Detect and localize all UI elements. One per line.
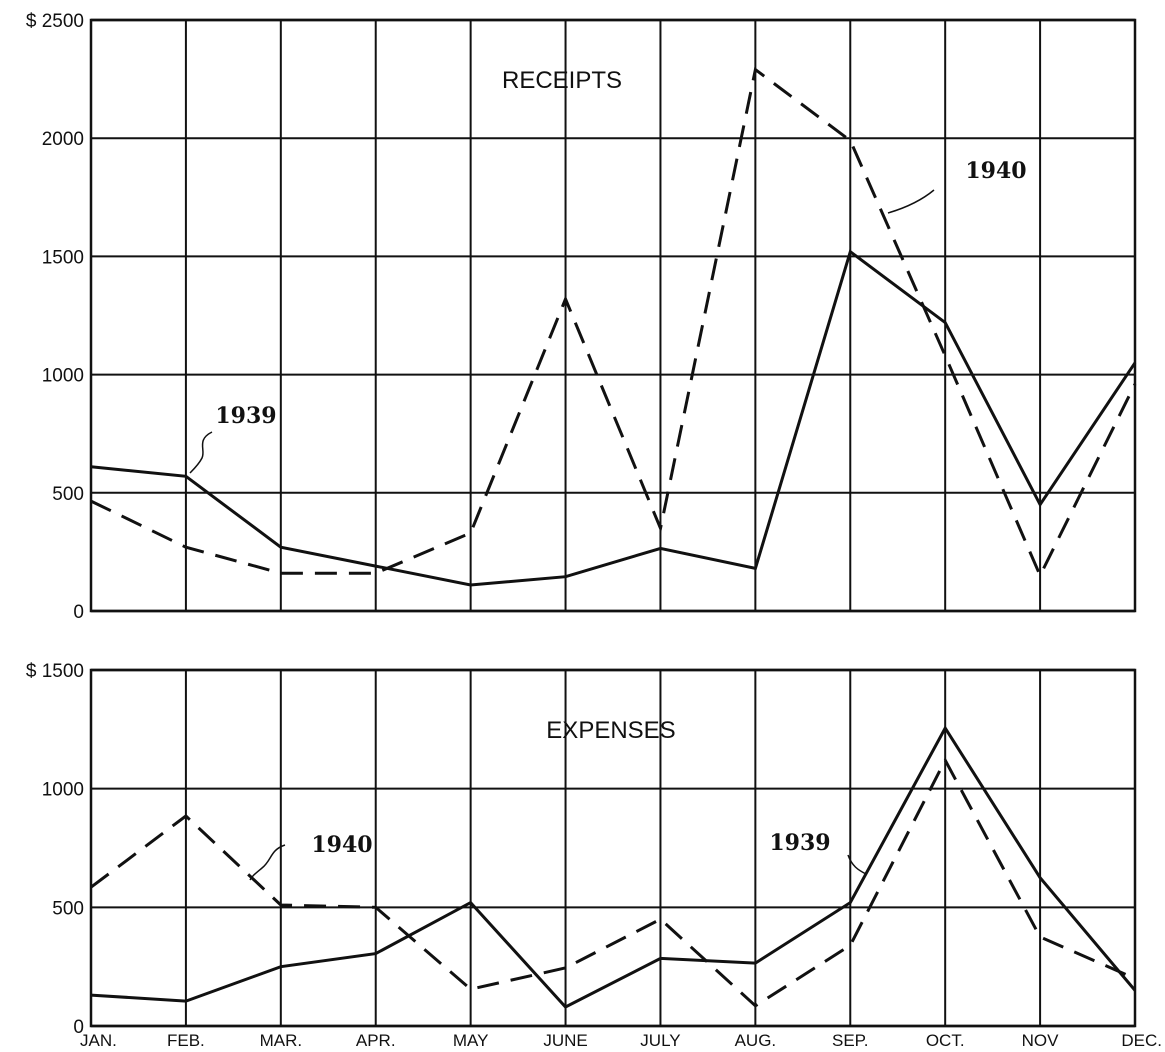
y-tick-label: 500: [52, 484, 84, 505]
series-line-1939: [90, 249, 1137, 587]
chart-title: EXPENSES: [546, 717, 675, 744]
y-tick-label: $ 1500: [26, 661, 84, 682]
x-tick-label: SEP.: [832, 1031, 869, 1050]
y-tick-label: 500: [52, 898, 84, 919]
series-line-1940: [90, 66, 1137, 580]
x-tick-label: DEC.: [1121, 1031, 1162, 1050]
series-label-1939: 1939: [769, 830, 830, 856]
y-tick-label: 1000: [42, 366, 84, 387]
series-label-leader-1940: [887, 189, 935, 214]
x-tick-label: JULY: [640, 1031, 680, 1050]
receipts-panel: 0 500 1000 1500 2000 $ 2500 RECEIPTS 1939 1940: [26, 11, 1137, 623]
x-tick-label: AUG.: [735, 1031, 777, 1050]
x-tick-label: MAY: [453, 1031, 489, 1050]
plot-frame: [89, 668, 1137, 1028]
series-label-leader-1939: [847, 854, 867, 875]
y-tick-label: $ 2500: [26, 11, 84, 32]
series-label-1940: 1940: [965, 158, 1026, 184]
y-tick-label: 2000: [42, 129, 84, 150]
series-label-leader-1939: [189, 431, 213, 474]
series-line-1939: [90, 725, 1137, 1009]
expenses-panel: 0 500 1000 $ 1500 EXPENSES 1939 1940 JAN. FEB. MA…: [26, 661, 1162, 1050]
series-line-1940: [90, 756, 1136, 1008]
x-tick-label: NOV: [1022, 1031, 1060, 1050]
x-tick-label: MAR.: [260, 1031, 303, 1050]
x-tick-label: JAN.: [80, 1031, 117, 1050]
x-tick-label: FEB.: [167, 1031, 205, 1050]
chart-title: RECEIPTS: [502, 67, 622, 94]
plot-frame: [89, 18, 1137, 613]
series-label-1939: 1939: [215, 403, 276, 429]
y-tick-label: 1500: [42, 247, 84, 268]
y-tick-label: 1000: [42, 780, 84, 801]
y-tick-label: 0: [73, 602, 84, 623]
y-tick-label: 0: [73, 1017, 84, 1038]
x-tick-label: APR.: [356, 1031, 396, 1050]
x-tick-label: OCT.: [926, 1031, 965, 1050]
series-label-1940: 1940: [311, 832, 372, 858]
x-tick-label: JUNE: [543, 1031, 587, 1050]
series-label-leader-1940: [249, 844, 286, 881]
